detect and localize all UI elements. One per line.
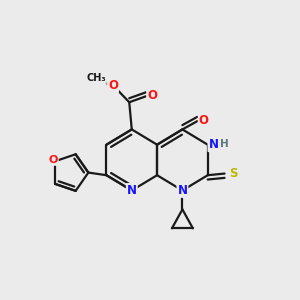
- Text: N: N: [208, 138, 218, 151]
- Text: O: O: [108, 79, 118, 92]
- Text: S: S: [229, 167, 237, 180]
- Text: N: N: [127, 184, 137, 197]
- Text: CH₃: CH₃: [87, 73, 106, 83]
- Text: H: H: [220, 139, 229, 149]
- Text: O: O: [199, 114, 209, 127]
- Text: N: N: [177, 184, 188, 197]
- Text: O: O: [147, 89, 157, 102]
- Text: O: O: [48, 155, 58, 165]
